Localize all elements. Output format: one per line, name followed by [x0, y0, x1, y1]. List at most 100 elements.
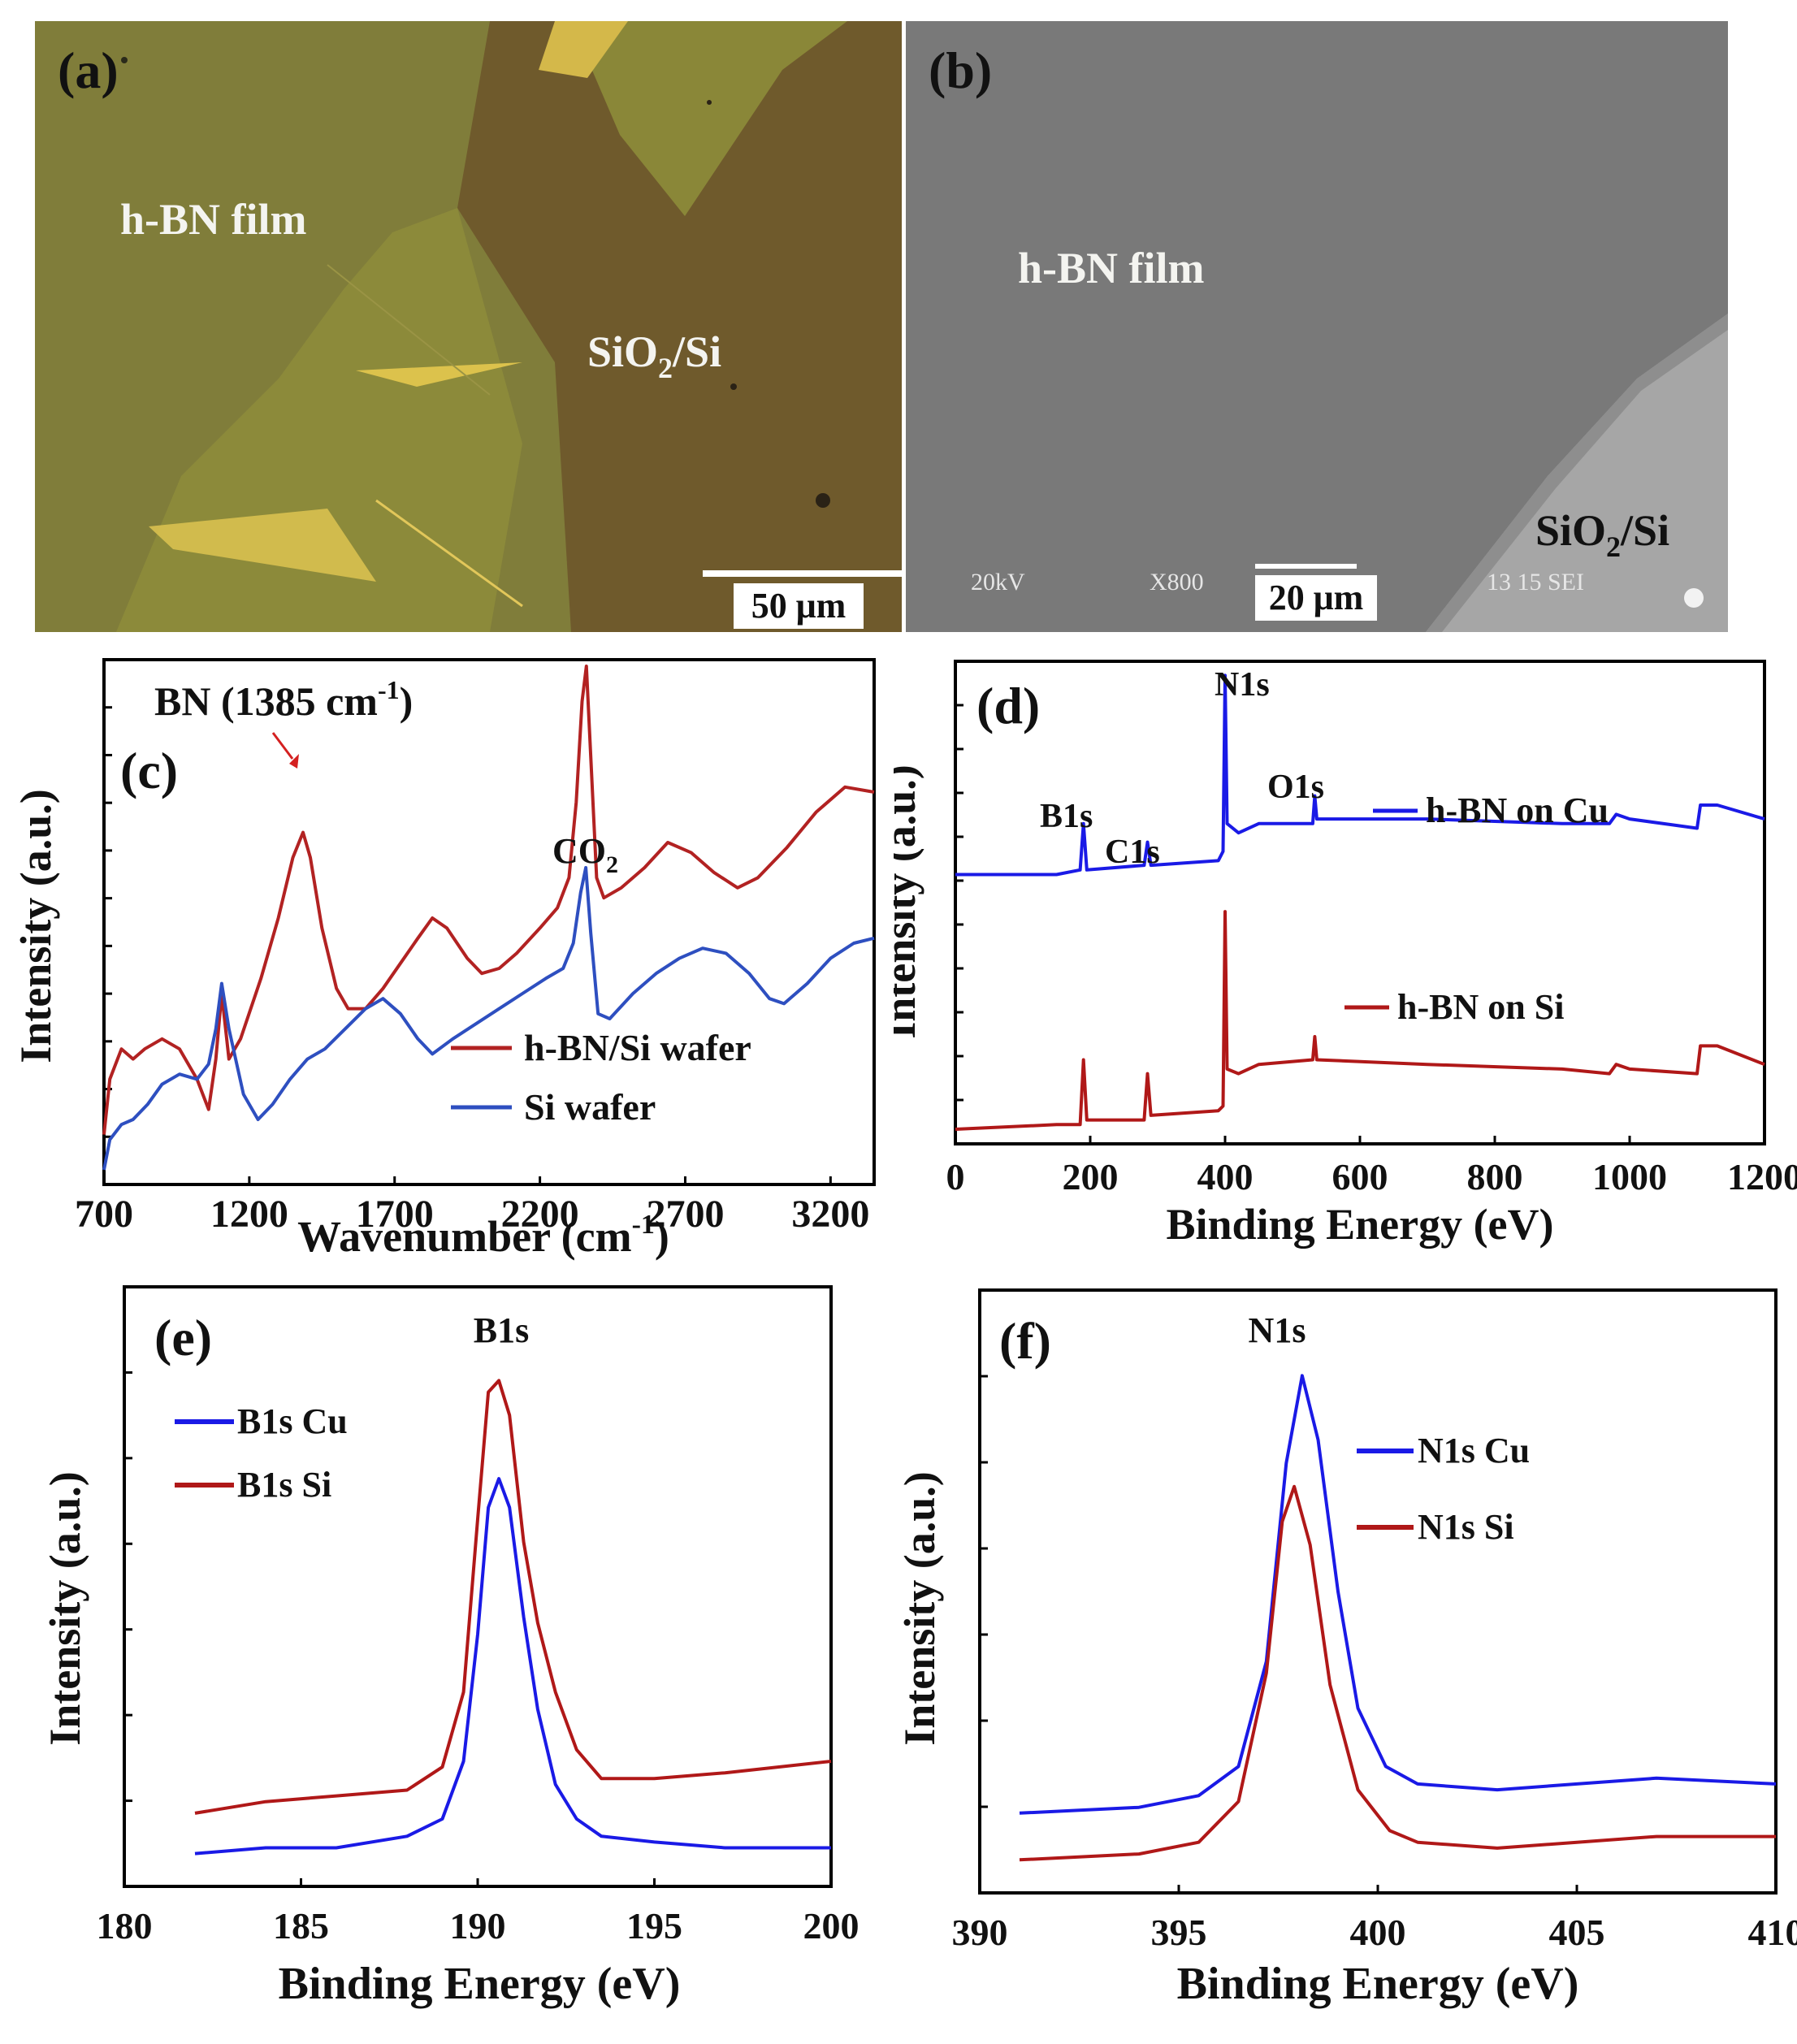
- legend-si: Si wafer: [524, 1086, 656, 1128]
- scale-bar-box: [1255, 575, 1377, 621]
- plot-frame: [102, 658, 876, 1186]
- x-axis-label: Wavenumber (cm-1): [297, 1210, 669, 1261]
- x-tick-label: 700: [75, 1193, 133, 1236]
- hbn-film-label: h-BN film: [1018, 244, 1205, 292]
- bright-flake: [149, 509, 376, 582]
- legend-hbn-si: h-BN/Si wafer: [524, 1027, 751, 1068]
- plot-frame: [123, 1285, 833, 1888]
- y-axis-label: Intensity (a.u.): [894, 764, 924, 1039]
- x-tick-label: 195: [626, 1905, 682, 1947]
- spectra: [194, 1379, 832, 1856]
- x-tick-label: 1700: [356, 1193, 434, 1236]
- x-ticks: 0 200 400 600 800 1000 1200: [946, 1136, 1797, 1197]
- particle: [121, 57, 128, 63]
- peak-b1s-label: B1s: [1040, 798, 1093, 835]
- series-line-second: [955, 910, 1765, 1131]
- x-tick-label: 180: [97, 1905, 153, 1947]
- peak-label: B1s: [474, 1310, 529, 1350]
- bn-peak-arrow: [271, 732, 294, 760]
- panel-a-optical-image: (a) h-BN film SiO2/Si 50 μm: [35, 21, 902, 632]
- panel-a-label: (a): [58, 41, 119, 99]
- series-line-second: [194, 1379, 832, 1815]
- particle: [730, 383, 737, 390]
- bn-peak-arrowhead: [289, 754, 299, 769]
- x-tick-label: 200: [1063, 1156, 1119, 1197]
- panel-d-label: (d): [976, 677, 1040, 734]
- series-line-first: [102, 665, 875, 1135]
- panel-f-label: (f): [999, 1312, 1051, 1370]
- x-tick-label: 1200: [210, 1193, 288, 1236]
- sem-micrograph: (b) h-BN film SiO2/Si 20kV X800 13 15 SE…: [906, 21, 1728, 632]
- x-tick-label: 410: [1748, 1912, 1797, 1953]
- sio2-region: [457, 21, 902, 632]
- series-line-first: [194, 1477, 831, 1856]
- panel-c-label: (c): [120, 742, 178, 799]
- film-flake-top: [571, 21, 847, 216]
- x-tick-label: 0: [946, 1156, 965, 1197]
- panel-e-label: (e): [154, 1309, 212, 1366]
- panel-e-b1s-chart: 180 185 190 195 200 Intensity (a.u.) Binding…: [41, 1285, 860, 2009]
- y-ticks: [124, 1371, 132, 1803]
- x-tick-label: 400: [1197, 1156, 1254, 1197]
- x-tick-label: 1200: [1727, 1156, 1797, 1197]
- film-edge: [1426, 314, 1728, 632]
- bright-flake: [539, 21, 628, 78]
- legend-n1s-cu: N1s Cu: [1418, 1431, 1530, 1470]
- x-tick-label: 600: [1332, 1156, 1388, 1197]
- peak-o1s-label: O1s: [1267, 769, 1324, 806]
- x-ticks: 390 395 400 405 410: [952, 1885, 1797, 1953]
- crease-line: [327, 264, 491, 396]
- scale-bar-line: [703, 570, 902, 577]
- particle: [707, 100, 712, 105]
- x-tick-label: 800: [1467, 1156, 1523, 1197]
- sem-magnification: X800: [1150, 569, 1204, 595]
- y-axis-label: Intensity (a.u.): [895, 1471, 944, 1746]
- x-tick-label: 3200: [791, 1193, 869, 1236]
- y-axis-label: Intensity (a.u.): [11, 789, 60, 1063]
- x-tick-label: 1000: [1592, 1156, 1667, 1197]
- co2-annotation: CO2: [552, 831, 618, 878]
- x-axis-label: Binding Energy (eV): [1177, 1959, 1579, 2009]
- scale-bar-line: [1255, 564, 1357, 569]
- bn-peak-annotation: BN (1385 cm-1): [154, 675, 413, 724]
- panel-d-xps-survey-chart: 0 200 400 600 800 1000 1200 Intensity (a.u.) B…: [894, 660, 1797, 1249]
- x-tick-label: 405: [1549, 1912, 1605, 1953]
- x-axis-label: Binding Energy (eV): [1166, 1200, 1553, 1249]
- sem-image-id: 13 15 SEI: [1487, 569, 1584, 595]
- x-tick-label: 2700: [646, 1193, 724, 1236]
- x-ticks: 180 185 190 195 200: [97, 1878, 860, 1947]
- series-line-first: [955, 673, 1765, 877]
- y-ticks: [980, 1375, 988, 1808]
- hbn-film-label: h-BN film: [120, 195, 307, 244]
- spectra: [1019, 1374, 1777, 1862]
- crease-line: [375, 499, 523, 608]
- plot-frame: [978, 1288, 1778, 1895]
- scale-bar-text: 50 μm: [751, 586, 847, 626]
- series-line-first: [1019, 1374, 1777, 1815]
- bright-flake: [356, 362, 522, 387]
- optical-micrograph: (a) h-BN film SiO2/Si 50 μm: [35, 21, 902, 632]
- scale-bar-box: [734, 583, 864, 629]
- x-tick-label: 190: [450, 1905, 506, 1947]
- x-tick-label: 395: [1151, 1912, 1207, 1953]
- scale-bar-text: 20 μm: [1269, 578, 1364, 617]
- x-tick-label: 2200: [501, 1193, 579, 1236]
- legend-n1s-si: N1s Si: [1418, 1507, 1514, 1547]
- spectra: [955, 673, 1765, 1131]
- panel-b-sem-image: (b) h-BN film SiO2/Si 20kV X800 13 15 SE…: [906, 21, 1728, 632]
- x-tick-label: 390: [952, 1912, 1008, 1953]
- particle: [1684, 588, 1704, 608]
- spectra: [102, 665, 875, 1171]
- substrate-label: SiO2/Si: [1535, 506, 1669, 563]
- y-ticks: [955, 704, 963, 1102]
- peak-label: N1s: [1249, 1310, 1306, 1350]
- substrate-label: SiO2/Si: [587, 327, 721, 384]
- x-tick-label: 185: [273, 1905, 329, 1947]
- x-tick-label: 400: [1350, 1912, 1406, 1953]
- series-line-second: [102, 866, 875, 1171]
- panel-c-ftir-chart: 700 1200 1700 2200 2700 3200 Intensity (a.u.)…: [11, 658, 876, 1261]
- panel-b-label: (b): [929, 41, 992, 99]
- sem-voltage: 20kV: [971, 569, 1025, 595]
- panel-f-n1s-chart: 390 395 400 405 410 Intensity (a.u.) Binding…: [895, 1288, 1797, 2009]
- peak-n1s-label: N1s: [1215, 666, 1270, 704]
